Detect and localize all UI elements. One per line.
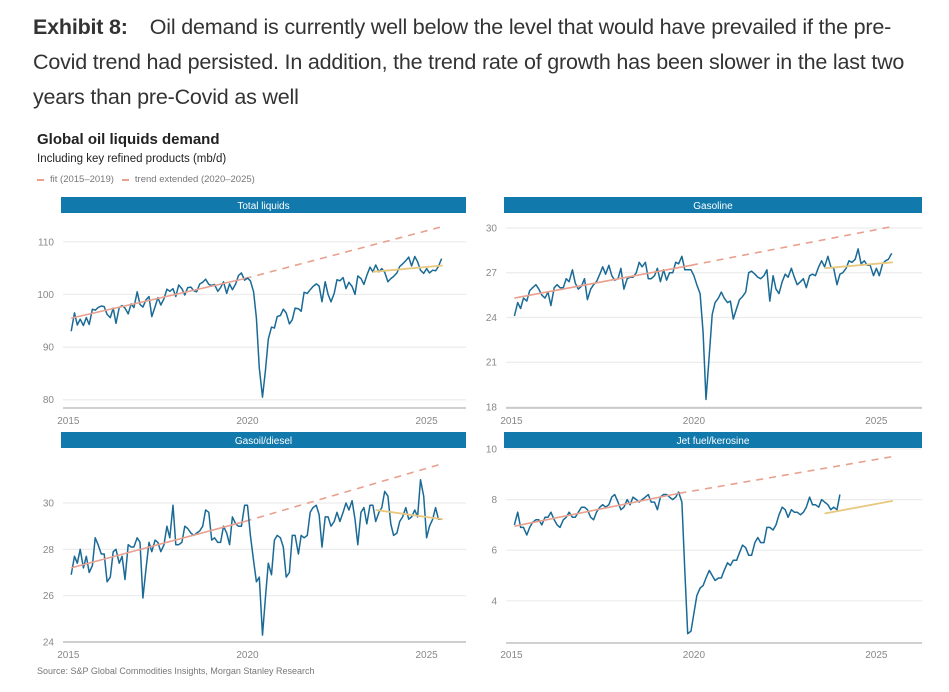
x-tick-label: 2020	[236, 650, 259, 661]
y-tick-label: 8	[491, 495, 497, 506]
panel-strip	[61, 432, 466, 448]
y-tick-label: 6	[491, 546, 497, 557]
exhibit-caption: Exhibit 8: Oil demand is currently well b…	[33, 10, 923, 115]
recent-trend-line	[372, 264, 443, 273]
fit-line	[514, 264, 692, 299]
y-tick-label: 30	[43, 499, 55, 510]
trend-extended-line	[244, 462, 443, 523]
x-tick-label: 2025	[865, 650, 888, 661]
y-tick-label: 27	[486, 268, 498, 279]
y-tick-label: 10	[486, 445, 498, 456]
fit-line	[514, 492, 680, 527]
legend-label-trend: trend extended (2020–2025)	[134, 174, 255, 185]
x-tick-label: 2015	[500, 416, 523, 427]
y-tick-label: 110	[38, 237, 54, 248]
panel-strip	[61, 197, 466, 213]
panel-gasoil-diesel: Gasoil/diesel 24 26 28 30 2015 2020 2025	[43, 432, 466, 661]
panel-strip	[504, 197, 922, 213]
chart-subtitle: Including key refined products (mb/d)	[37, 153, 227, 165]
legend-label-fit: fit (2015–2019)	[50, 174, 114, 185]
x-tick-label: 2015	[57, 650, 80, 661]
y-tick-label: 21	[486, 358, 498, 369]
fit-line	[71, 520, 245, 569]
recent-trend-line	[824, 261, 893, 270]
demand-series-line	[513, 248, 893, 401]
legend: fit (2015–2019) trend extended (2020–202…	[37, 174, 263, 185]
x-tick-label: 2025	[865, 416, 888, 427]
x-tick-label: 2025	[415, 650, 438, 661]
panel-total-liquids: Total liquids 80 90 100 110 2015 2020 2025	[37, 197, 466, 427]
demand-series-line	[70, 255, 443, 398]
x-tick-label: 2020	[683, 416, 706, 427]
y-tick-label: 26	[43, 591, 55, 602]
trend-extended-line	[679, 455, 893, 495]
x-tick-label: 2020	[236, 416, 259, 427]
panel-strip-title: Jet fuel/kerosine	[677, 436, 750, 447]
panel-strip-title: Gasoil/diesel	[235, 436, 292, 447]
legend-item-trend: trend extended (2020–2025)	[121, 174, 255, 185]
x-tick-label: 2015	[57, 416, 80, 427]
x-tick-label: 2020	[683, 650, 706, 661]
exhibit-label: Exhibit 8:	[33, 15, 128, 39]
x-tick-label: 2025	[415, 416, 438, 427]
y-tick-label: 24	[486, 313, 498, 324]
legend-swatch-fit	[37, 178, 44, 181]
y-tick-label: 100	[37, 290, 54, 301]
y-tick-label: 80	[43, 395, 55, 406]
exhibit-text: Oil demand is currently well below the l…	[33, 15, 905, 109]
recent-trend-line	[375, 509, 443, 521]
trend-extended-line	[244, 225, 443, 280]
y-tick-label: 90	[43, 343, 55, 354]
y-tick-label: 28	[43, 545, 55, 556]
recent-trend-line	[824, 499, 893, 515]
panel-strip	[504, 432, 922, 448]
source-note: Source: S&P Global Commodities Insights,…	[37, 666, 315, 676]
y-tick-label: 24	[43, 638, 55, 649]
trend-extended-line	[690, 225, 893, 267]
y-tick-label: 4	[491, 596, 497, 607]
panel-jet-fuel-kerosine: Jet fuel/kerosine 4 6 8 10 2015 2020 2025	[486, 432, 922, 661]
panel-strip-title: Total liquids	[237, 201, 289, 212]
y-tick-label: 18	[486, 403, 498, 414]
y-tick-label: 30	[486, 223, 498, 234]
panel-gasoline: Gasoline 18 21 24 27 30 2015 2020 2025	[486, 197, 922, 427]
fit-line	[71, 277, 245, 319]
x-tick-label: 2015	[500, 650, 523, 661]
panel-strip-title: Gasoline	[693, 201, 733, 212]
legend-item-fit: fit (2015–2019)	[37, 174, 114, 185]
demand-series-line	[513, 491, 841, 635]
chart-title: Global oil liquids demand	[37, 131, 220, 148]
legend-swatch-trend	[121, 178, 129, 181]
